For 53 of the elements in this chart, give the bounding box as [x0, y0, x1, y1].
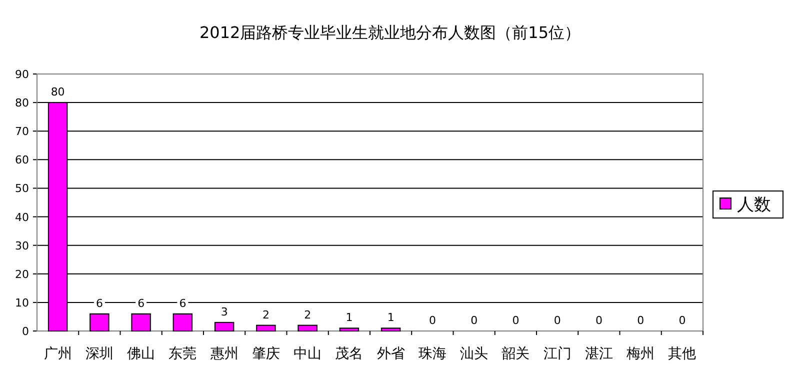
x-tick-label: 珠海 [418, 346, 446, 362]
x-tick-label: 深圳 [85, 346, 114, 362]
x-tick-label: 湛江 [584, 346, 613, 362]
x-tick-label: 外省 [376, 346, 405, 362]
x-tick-label: 梅州 [626, 346, 655, 362]
data-label: 2 [262, 308, 270, 322]
y-tick-label: 80 [15, 96, 29, 110]
data-label: 1 [387, 311, 394, 324]
y-tick-label: 50 [15, 182, 29, 196]
y-tick-label: 60 [15, 154, 29, 167]
y-tick-label: 30 [15, 239, 29, 252]
data-label: 1 [346, 311, 353, 324]
y-tick-label: 20 [15, 268, 29, 281]
legend-label: 人数 [737, 195, 771, 215]
data-label: 0 [637, 314, 644, 327]
x-tick-label: 广州 [44, 346, 72, 362]
y-tick-label: 0 [22, 325, 29, 338]
x-tick-label: 东莞 [168, 346, 197, 362]
bar [298, 324, 318, 332]
x-tick-label: 惠州 [209, 346, 238, 362]
bar [380, 328, 401, 332]
人数: 80 6 6 6 3 2 2 1 1 0 0 0 0 0 0 0 [48, 84, 688, 332]
y-tick-label: 40 [15, 210, 29, 224]
bar [256, 324, 276, 332]
x-tick-label: 肇庆 [252, 346, 280, 362]
data-label: 3 [220, 305, 228, 318]
x-tick-label: 佛山 [127, 346, 156, 362]
y-tick-label: 90 [15, 68, 29, 81]
bar [214, 322, 234, 332]
x-tick-label: 江门 [543, 346, 572, 362]
x-tick-label: 中山 [294, 346, 322, 362]
chart-title: 2012届路桥专业毕业生就业地分布人数图（前15位） [199, 23, 581, 42]
data-label: 0 [512, 314, 520, 327]
data-label: 0 [554, 314, 561, 327]
bar [131, 313, 151, 332]
bar [172, 313, 193, 332]
data-label: 6 [96, 296, 103, 310]
x-tick-label: 其他 [668, 346, 696, 362]
bar [339, 328, 360, 332]
x-tick-label: 韶关 [502, 346, 530, 362]
data-label: 2 [304, 308, 312, 322]
y-tick-label: 10 [15, 296, 29, 310]
x-tick-label: 汕头 [460, 346, 488, 362]
data-label: 6 [179, 296, 186, 310]
bar [90, 313, 110, 332]
y-tick-label: 70 [15, 125, 29, 138]
x-tick-label: 茂名 [335, 346, 364, 362]
data-label: 0 [595, 314, 602, 327]
data-label: 6 [138, 296, 145, 310]
data-label: 0 [678, 314, 686, 327]
data-label: 80 [50, 86, 65, 99]
data-label: 0 [470, 314, 478, 327]
data-label: 0 [428, 314, 436, 327]
